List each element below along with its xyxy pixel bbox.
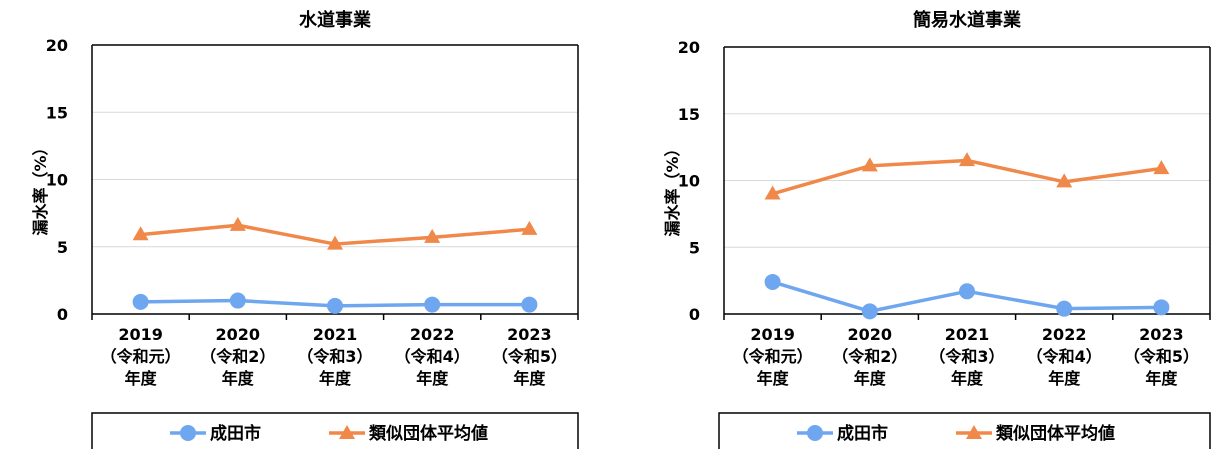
- x-tick-label: 2020 （令和2）年度: [832, 325, 907, 388]
- data-point: [521, 220, 538, 235]
- data-point: [959, 152, 975, 167]
- x-tick-label: 2023 （令和5）年度: [492, 325, 567, 388]
- data-point: [327, 235, 343, 250]
- series-narita: [764, 273, 1170, 320]
- legend-box: [91, 412, 579, 453]
- legend-box: [718, 412, 1211, 453]
- data-point: [1153, 299, 1170, 316]
- y-tick-label: 10: [46, 171, 68, 190]
- y-tick-label: 5: [689, 238, 700, 257]
- y-axis-label: 漏水率（%）: [31, 139, 50, 235]
- x-tick-label: 2023 （令和5）年度: [1124, 325, 1199, 388]
- chart-title: 簡易水道事業: [913, 9, 1022, 31]
- data-point: [1153, 160, 1170, 175]
- y-tick-label: 20: [678, 38, 700, 57]
- y-tick-label: 15: [46, 103, 68, 122]
- y-tick-label: 5: [57, 238, 68, 257]
- data-point: [229, 292, 246, 309]
- x-tick-label: 2022 （令和4）年度: [395, 325, 470, 388]
- data-point: [764, 185, 781, 200]
- legend-label: 類似団体平均値: [368, 423, 488, 444]
- x-tick-label: 2019 （令和元）年度: [101, 325, 181, 388]
- legend: 成田市 類似団体平均値: [718, 412, 1211, 453]
- data-point: [521, 296, 538, 313]
- data-point: [1056, 173, 1073, 188]
- data-point: [959, 283, 975, 300]
- chart-2: 簡易水道事業 0 5 10 15 20 2019 （令和元）年度 2020 （令和2）年度 2021…: [663, 9, 1211, 453]
- legend: 成田市 類似団体平均値: [91, 412, 579, 453]
- x-tick-label: 2019 （令和元）年度: [733, 325, 813, 388]
- data-point: [861, 303, 878, 320]
- data-point: [764, 273, 781, 290]
- data-point: [327, 297, 343, 314]
- x-tick-label: 2021 （令和3）年度: [929, 325, 1004, 388]
- data-point: [132, 293, 149, 310]
- data-point: [1056, 300, 1073, 317]
- data-point: [861, 157, 878, 172]
- legend-label: 成田市: [837, 423, 888, 444]
- y-tick-label: 10: [678, 172, 700, 191]
- legend-marker-circle: [180, 425, 196, 441]
- legend-label: 成田市: [210, 423, 261, 444]
- series-similar-avg: [132, 216, 538, 250]
- data-point: [424, 228, 441, 243]
- legend-marker-circle: [807, 425, 823, 441]
- legend-label: 類似団体平均値: [995, 423, 1115, 444]
- x-tick-label: 2022 （令和4）年度: [1027, 325, 1102, 388]
- series-narita: [132, 292, 538, 314]
- chart-1: 水道事業 0 5 10 15 20 2019 （令和元）年度 2020 （令和2）年度 2021 （令…: [31, 9, 579, 453]
- legend-marker-triangle: [339, 425, 355, 439]
- chart-title: 水道事業: [299, 9, 372, 31]
- y-tick-label: 0: [689, 305, 700, 324]
- data-point: [229, 216, 246, 231]
- y-axis-label: 漏水率（%）: [663, 140, 682, 236]
- x-tick-label: 2021 （令和3）年度: [297, 325, 372, 388]
- x-tick-label: 2020 （令和2）年度: [200, 325, 275, 388]
- series-similar-avg: [764, 152, 1170, 200]
- y-tick-label: 0: [57, 305, 68, 324]
- data-point: [132, 226, 149, 241]
- legend-marker-triangle: [966, 425, 982, 439]
- data-point: [424, 296, 441, 313]
- y-tick-label: 15: [678, 105, 700, 124]
- y-tick-label: 20: [46, 36, 68, 55]
